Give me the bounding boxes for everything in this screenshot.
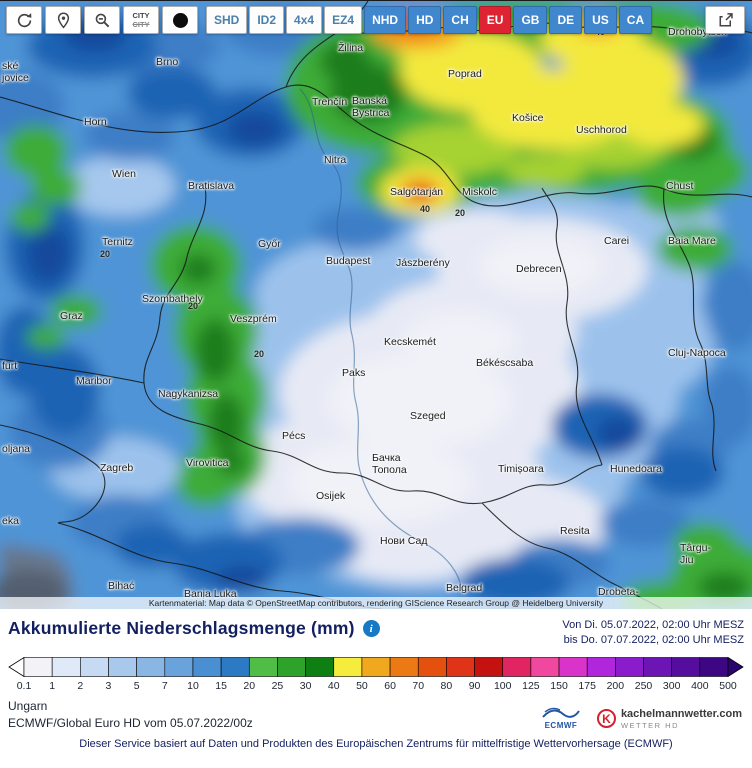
location-pin-icon: [57, 12, 69, 29]
scale-tick-label: 50: [356, 679, 368, 692]
zoom-out-button[interactable]: [84, 6, 120, 34]
model-button-shd[interactable]: SHD: [206, 6, 248, 34]
precipitation-layer: [0, 1, 752, 609]
share-button[interactable]: [705, 6, 745, 34]
kachelmann-k-icon: K: [596, 709, 616, 729]
ecmwf-logo[interactable]: ECMWF: [541, 706, 581, 730]
scale-tick-label: 175: [578, 679, 596, 692]
scale-tick-label: 250: [634, 679, 653, 692]
dark-circle-icon: [172, 12, 188, 28]
scale-tick-label: 70: [412, 679, 425, 692]
kachelmann-logo[interactable]: K kachelmannwetter.com WETTER HD: [596, 707, 742, 730]
model-button-ch[interactable]: CH: [443, 6, 477, 34]
period-to: bis Do. 07.07.2022, 02:00 Uhr MESZ: [563, 633, 744, 646]
model-button-ca[interactable]: CA: [618, 6, 653, 34]
scale-tick-label: 7: [161, 679, 168, 692]
dark-map-toggle[interactable]: [162, 6, 198, 34]
model-info: Ungarn ECMWF/Global Euro HD vom 05.07.20…: [8, 699, 253, 730]
map-attribution[interactable]: Kartenmaterial: Map data © OpenStreetMap…: [0, 597, 752, 609]
scale-tick-label: 400: [691, 679, 709, 692]
scale-tick-label: 500: [719, 679, 737, 692]
page-title: Akkumulierte Niederschlagsmenge (mm): [8, 618, 355, 638]
scale-tick-label: 30: [299, 679, 312, 692]
region-label: Ungarn: [8, 698, 48, 713]
weather-map[interactable]: ské jovice Brno Žilina Poprad Drohobytsch Tren…: [0, 1, 752, 609]
model-button-nhd[interactable]: NHD: [364, 6, 407, 34]
service-disclaimer: Dieser Service basiert auf Daten und Pro…: [79, 737, 673, 750]
scale-tick-label: 90: [468, 679, 481, 692]
model-button-us[interactable]: US: [584, 6, 617, 34]
scale-tick-label: 15: [215, 679, 227, 692]
refresh-button[interactable]: [6, 6, 42, 34]
scale-tick-label: 10: [187, 679, 199, 692]
city-toggle-label-struck: CITY: [132, 20, 150, 29]
brand-name: kachelmannwetter.com: [620, 707, 742, 720]
model-button-eu[interactable]: EU: [478, 6, 512, 34]
map-toolbar: CITY CITY SHD ID2 4x4 EZ4 NHD HD CH EU GB DE US CA: [6, 6, 653, 34]
city-labels-toggle[interactable]: CITY CITY: [123, 6, 159, 34]
model-button-gb[interactable]: GB: [513, 6, 548, 34]
scale-tick-label: 5: [133, 679, 140, 692]
scale-tick-label: 1: [49, 679, 56, 692]
scale-tick-label: 100: [493, 679, 512, 692]
model-button-id2[interactable]: ID2: [249, 6, 285, 34]
share-icon: [719, 12, 733, 26]
scale-tick-label: 20: [243, 679, 256, 692]
location-button[interactable]: [45, 6, 81, 34]
scale-tick-label: 25: [271, 679, 284, 692]
scale-tick-label: 3: [105, 679, 112, 692]
ecmwf-logo-icon: [542, 707, 580, 718]
zoom-out-icon: [95, 13, 109, 27]
scale-tick-label: 2: [77, 679, 84, 692]
model-selector: SHD ID2 4x4 EZ4 NHD HD CH EU GB DE US CA: [206, 6, 653, 34]
model-button-ez4[interactable]: EZ4: [324, 6, 363, 34]
scale-tick-label: 300: [662, 679, 681, 692]
period-from: Von Di. 05.07.2022, 02:00 Uhr MESZ: [562, 619, 744, 631]
brand-subtitle: WETTER HD: [620, 720, 680, 730]
model-run-label: ECMWF/Global Euro HD vom 05.07.2022/00z: [8, 715, 253, 730]
scale-tick-label: 80: [440, 679, 453, 692]
legend-panel: Akkumulierte Niederschlagsmenge (mm) i V…: [0, 609, 752, 768]
scale-tick-label: 150: [550, 679, 568, 692]
color-scale-ticks: 0.1 1 2 3 5 7 10 15 20 25 30 40 50 60 70 80 90 100 125 150 1…: [8, 680, 744, 694]
scale-tick-label: 0.1: [16, 679, 32, 692]
refresh-icon: [17, 12, 31, 27]
city-toggle-label: CITY: [132, 10, 150, 20]
ecmwf-label: ECMWF: [544, 720, 578, 730]
model-button-de[interactable]: DE: [549, 6, 583, 34]
model-button-hd[interactable]: HD: [408, 6, 442, 34]
info-icon[interactable]: i: [362, 620, 380, 637]
scale-tick-label: 200: [606, 679, 625, 692]
color-scale-bar: [8, 656, 744, 677]
scale-tick-label: 60: [384, 679, 396, 692]
scale-tick-label: 125: [522, 679, 540, 692]
model-button-4x4[interactable]: 4x4: [286, 6, 323, 34]
scale-tick-label: 40: [327, 679, 340, 692]
forecast-period: Von Di. 05.07.2022, 02:00 Uhr MESZ bis D…: [562, 618, 744, 648]
